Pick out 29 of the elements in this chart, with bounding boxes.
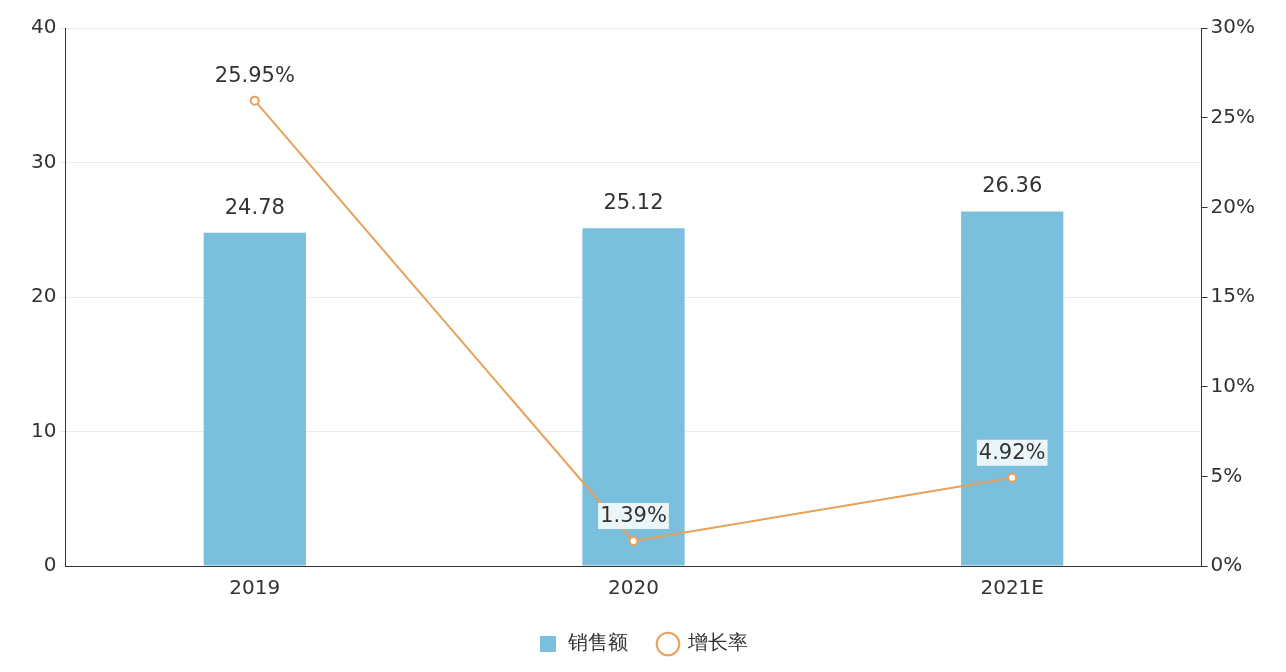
data-label: 26.36 [982,173,1043,198]
point [628,536,639,547]
y-tick-label: 20 [31,283,57,308]
bar [203,232,306,566]
y2-tick-label: 30% [1210,14,1255,39]
y2-tick-label: 0% [1210,552,1243,577]
x-tick-label: 2020 [608,575,659,600]
y2-tick-label: 10% [1210,372,1255,397]
data-label: 25.95% [214,62,295,87]
y-tick-label: 30 [31,148,57,173]
legend-label: 增长率 [687,630,748,655]
y2-tick-label: 25% [1210,103,1255,128]
y2-tick-label: 20% [1210,193,1255,218]
data-label: 4.92% [978,439,1046,464]
data-label: 1.39% [600,503,667,528]
point [249,95,260,106]
y-tick-label: 10 [31,417,57,442]
data-label: 24.78 [224,194,285,219]
bar [961,211,1064,566]
y2-tick-label: 5% [1210,462,1243,487]
x-tick-label: 2019 [229,575,281,600]
x-tick-label: 2021E [980,575,1044,600]
point [1007,472,1018,483]
y2-tick-label: 15% [1210,283,1255,308]
y-tick-label: 40 [31,14,57,39]
data-label: 25.12 [603,190,664,215]
legend-label: 销售额 [567,630,628,655]
bar [582,228,685,566]
y-tick-label: 0 [43,552,57,577]
